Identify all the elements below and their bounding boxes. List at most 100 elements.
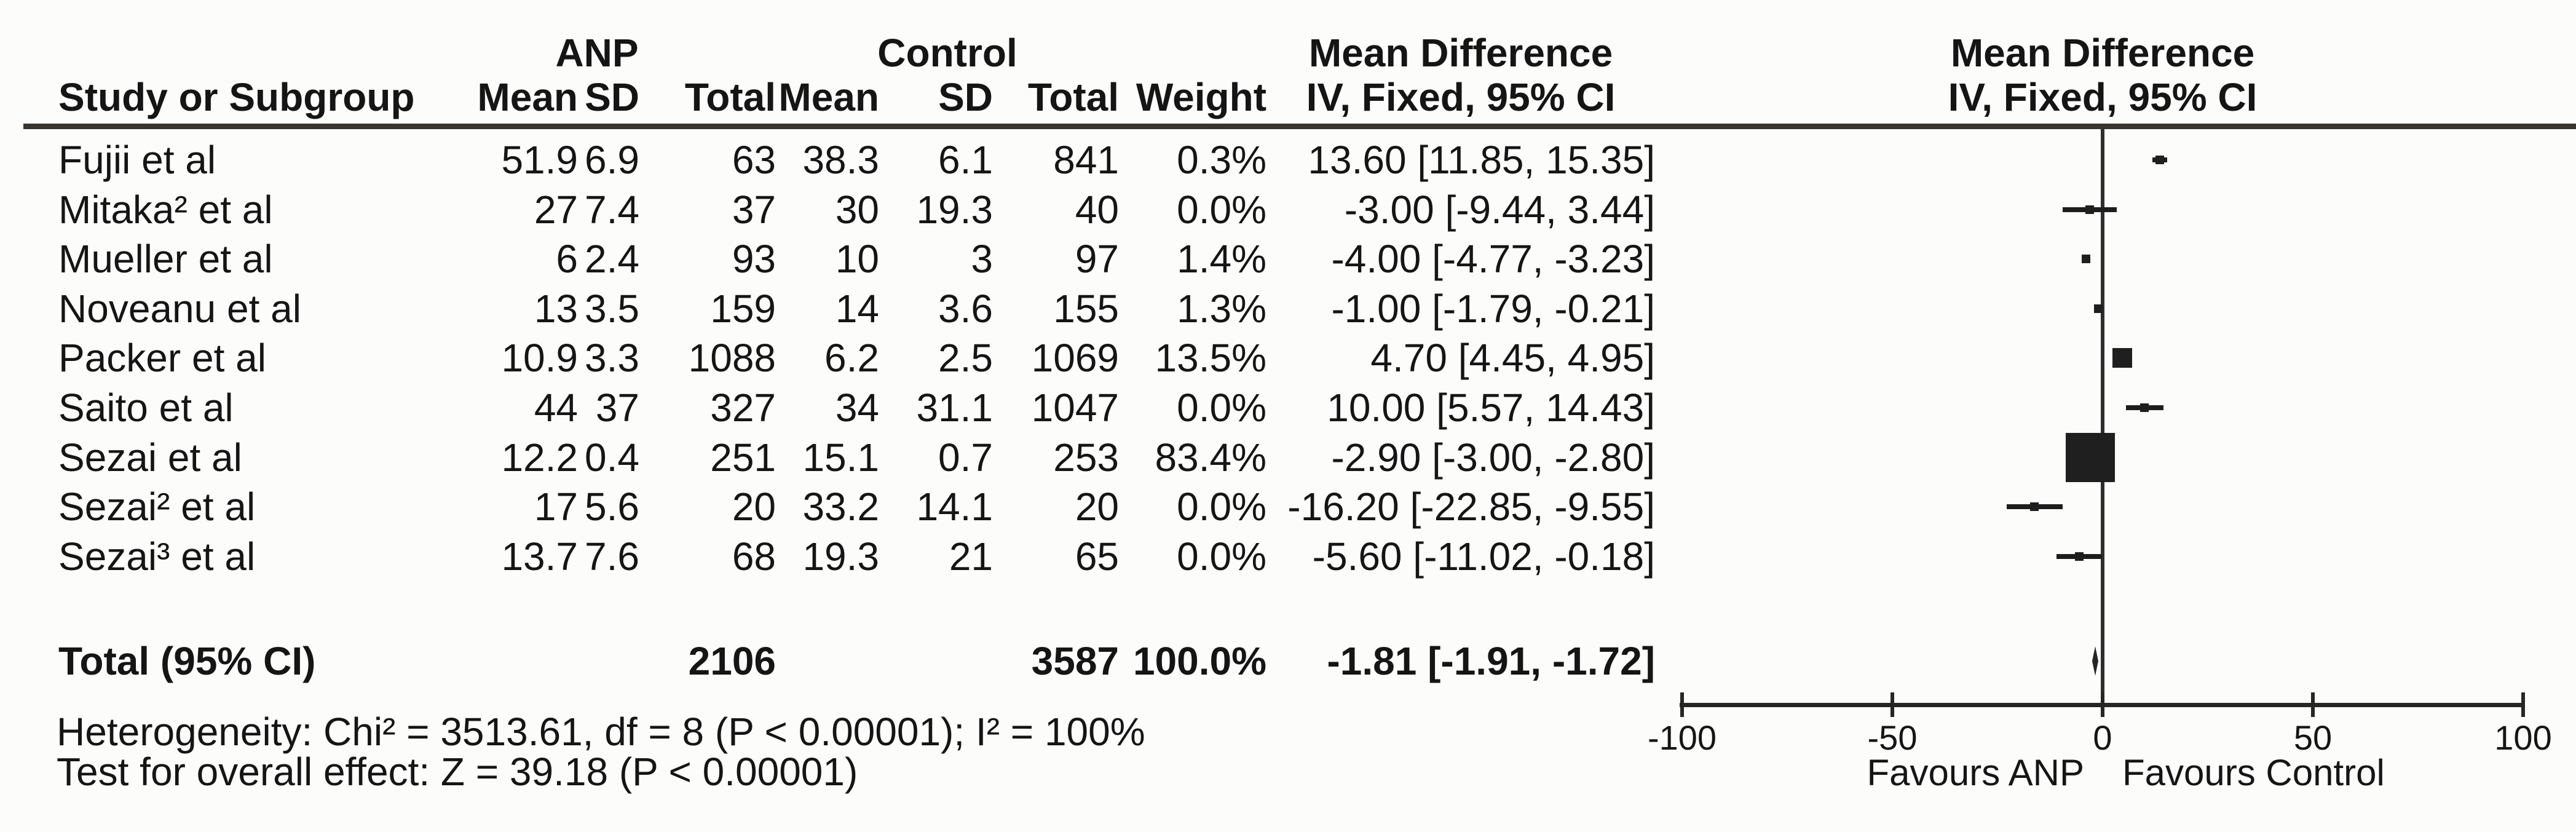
ctrl-mean-cell: 6.2 <box>824 336 879 380</box>
total-ctrl-mean <box>776 636 879 686</box>
ctrl-sd-cell: 19.3 <box>916 188 993 232</box>
study-row: Sezai et al 12.2 0.4 251 15.1 0.7 253 83.4% -2.9… <box>0 432 1655 483</box>
ctrl-mean-cell: 38.3 <box>802 138 879 182</box>
total-weight: 100.0% <box>1132 639 1266 683</box>
ci-cell: -2.90 [-3.00, -2.80] <box>1331 435 1655 480</box>
total-ci: -1.81 [-1.91, -1.72] <box>1327 639 1655 683</box>
ctrl-total-cell: 1047 <box>1031 386 1119 430</box>
ctrl-sd-cell: 0.7 <box>938 435 993 480</box>
point-estimate-square <box>2085 205 2094 214</box>
point-estimate-square <box>2140 403 2149 412</box>
anp-sd-cell: 3.3 <box>585 336 639 380</box>
total-ctrl-total: 3587 <box>1031 639 1119 683</box>
point-estimate-square <box>2112 348 2132 368</box>
point-estimate-square <box>2030 502 2039 511</box>
total-row: Total (95% CI) 2106 3587 100.0% -1.81 [-… <box>0 636 1655 686</box>
ctrl-sd-cell: 3 <box>971 237 993 281</box>
ctrl-mean-cell: 10 <box>835 237 879 281</box>
anp-total-cell: 251 <box>710 435 776 480</box>
anp-mean-cell: 12.2 <box>501 435 578 480</box>
anp-mean-cell: 44 <box>534 386 578 430</box>
ctrl-sd-cell: 3.6 <box>938 287 993 331</box>
study-name: Noveanu et al <box>58 287 301 331</box>
heterogeneity-note: Heterogeneity: Chi² = 3513.61, df = 8 (P… <box>57 710 1145 754</box>
ctrl-sd-cell: 14.1 <box>916 485 993 529</box>
axis-tick-label: 50 <box>2293 718 2333 757</box>
ctrl-sd-cell: 6.1 <box>938 138 993 182</box>
col-header-anp-total: Total <box>684 75 776 119</box>
ctrl-total-cell: 97 <box>1075 237 1119 281</box>
ctrl-mean-cell: 34 <box>835 386 879 430</box>
anp-sd-cell: 0.4 <box>585 435 639 480</box>
weight-cell: 0.0% <box>1177 485 1266 529</box>
col-header-weight: Weight <box>1136 75 1266 119</box>
study-name: Sezai² et al <box>58 485 256 529</box>
axis-tick <box>1891 692 1894 717</box>
group-header-mean-difference: Mean Difference <box>1308 31 1613 75</box>
anp-sd-cell: 37 <box>595 386 639 430</box>
total-anp-mean <box>418 636 578 686</box>
axis-tick-label: 100 <box>2494 718 2552 757</box>
ctrl-sd-cell: 2.5 <box>938 336 993 380</box>
anp-total-cell: 1088 <box>688 336 776 380</box>
weight-cell: 0.0% <box>1177 534 1266 579</box>
col-header-anp-sd: SD <box>585 75 639 119</box>
study-name: Sezai et al <box>58 435 242 480</box>
weight-cell: 0.0% <box>1177 188 1266 232</box>
anp-total-cell: 63 <box>732 138 776 182</box>
ctrl-total-cell: 841 <box>1053 138 1119 182</box>
col-header-ctrl-mean: Mean <box>778 75 879 119</box>
plot-title: Mean Difference <box>1950 31 2255 75</box>
col-header-study: Study or Subgroup <box>58 75 415 119</box>
axis-tick-label: 0 <box>2093 718 2112 757</box>
anp-sd-cell: 5.6 <box>585 485 639 529</box>
favours-right-label: Favours Control <box>2122 752 2385 793</box>
total-diamond <box>2092 646 2098 676</box>
ctrl-sd-cell: 31.1 <box>916 386 993 430</box>
anp-total-cell: 159 <box>710 287 776 331</box>
study-row: Saito et al 44 37 327 34 31.1 1047 0.0% 10.00 [5… <box>0 382 1655 433</box>
study-row: Mueller et al 6 2.4 93 10 3 97 1.4% -4.00 [-4.77… <box>0 234 1655 284</box>
favours-left-label: Favours ANP <box>1867 752 2084 793</box>
anp-sd-cell: 3.5 <box>585 287 639 331</box>
group-header-anp: ANP <box>555 31 639 75</box>
point-estimate-square <box>2066 433 2115 482</box>
ctrl-sd-cell: 21 <box>949 534 993 579</box>
study-name: Packer et al <box>58 336 266 380</box>
study-row: Fujii et al 51.9 6.9 63 38.3 6.1 841 0.3% 13.60 … <box>0 135 1655 185</box>
study-name: Saito et al <box>58 386 234 430</box>
point-estimate-square <box>2155 156 2164 164</box>
weight-cell: 13.5% <box>1155 336 1266 380</box>
ctrl-total-cell: 65 <box>1075 534 1119 579</box>
axis-tick <box>2311 692 2315 717</box>
anp-sd-cell: 7.4 <box>585 188 639 232</box>
zero-effect-line <box>2101 129 2104 705</box>
anp-mean-cell: 6 <box>556 237 578 281</box>
ctrl-mean-cell: 14 <box>835 287 879 331</box>
ctrl-total-cell: 1069 <box>1031 336 1119 380</box>
anp-total-cell: 37 <box>732 188 776 232</box>
col-header-ctrl-total: Total <box>1027 75 1119 119</box>
anp-mean-cell: 13 <box>534 287 578 331</box>
anp-mean-cell: 10.9 <box>501 336 578 380</box>
weight-cell: 0.0% <box>1177 386 1266 430</box>
ci-cell: 4.70 [4.45, 4.95] <box>1370 336 1655 380</box>
anp-total-cell: 327 <box>710 386 776 430</box>
ctrl-total-cell: 20 <box>1075 485 1119 529</box>
study-row: Sezai³ et al 13.7 7.6 68 19.3 21 65 0.0% -5.60 [… <box>0 531 1655 582</box>
point-estimate-square <box>2082 255 2090 263</box>
anp-sd-cell: 6.9 <box>585 138 639 182</box>
study-name: Mueller et al <box>58 237 273 281</box>
axis-tick <box>1680 692 1684 717</box>
study-name: Sezai³ et al <box>58 534 256 579</box>
total-ctrl-sd <box>879 636 993 686</box>
anp-total-cell: 93 <box>732 237 776 281</box>
study-name: Fujii et al <box>58 138 216 182</box>
ci-cell: -4.00 [-4.77, -3.23] <box>1331 237 1655 281</box>
ci-cell: -3.00 [-9.44, 3.44] <box>1344 188 1655 232</box>
weight-cell: 0.3% <box>1177 138 1266 182</box>
anp-mean-cell: 13.7 <box>501 534 578 579</box>
header-divider-rule <box>23 124 2576 129</box>
weight-cell: 1.4% <box>1177 237 1266 281</box>
